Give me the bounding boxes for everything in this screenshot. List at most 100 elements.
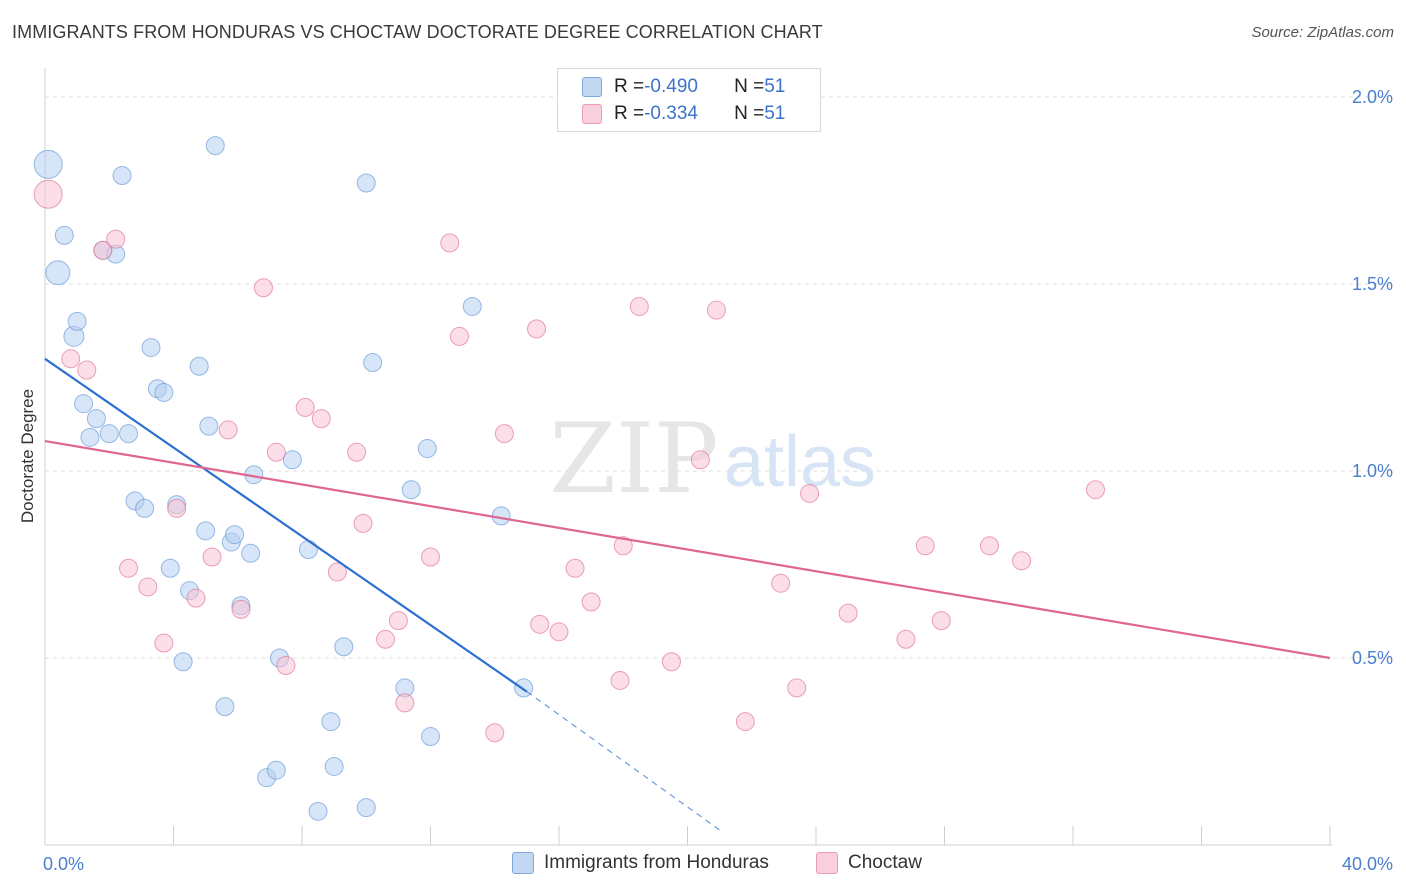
choctaw-point (931, 611, 951, 631)
choctaw-point (527, 319, 547, 339)
choctaw-point (231, 599, 251, 619)
choctaw-point (347, 442, 367, 462)
honduras-point (356, 798, 376, 818)
choctaw-point (838, 603, 858, 623)
choctaw-point (915, 536, 935, 556)
series-label-honduras: Immigrants from Honduras (544, 852, 769, 873)
y-tick-label: 2.0% (1352, 87, 1393, 107)
choctaw-point (613, 536, 633, 556)
choctaw-point (253, 278, 273, 298)
honduras-point (33, 149, 63, 179)
legend-r-label: R = (614, 103, 645, 124)
honduras-point (99, 424, 119, 444)
legend-n-label: N = (734, 103, 765, 124)
legend-n-value: 51 (764, 76, 786, 97)
choctaw-point (800, 483, 820, 503)
honduras-point (363, 353, 383, 373)
correlation-legend: R = -0.490 N = 51 R = -0.334 N = 51 (557, 68, 821, 132)
y-tick-label: 1.0% (1352, 461, 1393, 481)
legend-swatch-choctaw (582, 104, 602, 124)
choctaw-point (494, 424, 514, 444)
trend-lines (44, 357, 1331, 831)
choctaw-point (311, 409, 331, 429)
choctaw-point (581, 592, 601, 612)
legend-n-label: N = (734, 76, 765, 97)
honduras-point (80, 427, 100, 447)
choctaw-point (61, 349, 81, 369)
honduras-point (196, 521, 216, 541)
x-tick-label: 40.0% (1342, 854, 1393, 874)
choctaw-point (1012, 551, 1032, 571)
honduras-point (334, 637, 354, 657)
watermark-zip: ZIP (549, 403, 718, 515)
honduras-point (141, 338, 161, 358)
chart-title: IMMIGRANTS FROM HONDURAS VS CHOCTAW DOCT… (12, 22, 823, 42)
choctaw-point (549, 622, 569, 642)
watermark-atlas: atlas (724, 422, 876, 502)
choctaw-point (388, 611, 408, 631)
choctaw-point (1085, 480, 1105, 500)
choctaw-point (167, 498, 187, 518)
watermark: ZIP atlas (549, 403, 876, 515)
honduras-point (189, 356, 209, 376)
legend-r-value: -0.334 (644, 103, 698, 124)
choctaw-point (787, 678, 807, 698)
choctaw-point (186, 588, 206, 608)
choctaw-point (327, 562, 347, 582)
honduras-point (74, 394, 94, 414)
honduras-point (119, 424, 139, 444)
series-legend-honduras: Immigrants from Honduras (512, 852, 769, 874)
choctaw-point (353, 513, 373, 533)
choctaw-point (119, 558, 139, 578)
series-label-choctaw: Choctaw (848, 852, 922, 873)
choctaw-point (421, 547, 440, 567)
honduras-point (356, 173, 376, 193)
legend-n-value: 51 (764, 103, 786, 124)
choctaw-point (33, 179, 63, 209)
choctaw-point (202, 547, 222, 567)
choctaw-point (661, 652, 681, 672)
honduras-trend-line (44, 357, 528, 693)
honduras-point (199, 416, 219, 436)
choctaw-point (485, 723, 505, 743)
honduras-point (160, 558, 180, 578)
honduras-point (241, 543, 261, 563)
honduras-point (401, 480, 421, 500)
source-credit: Source: ZipAtlas.com (1251, 24, 1394, 41)
honduras-point (173, 652, 193, 672)
honduras-point (215, 697, 235, 717)
series-legend: Immigrants from Honduras Choctaw (0, 852, 1406, 878)
data-points (33, 136, 1105, 821)
y-tick-label: 1.5% (1352, 274, 1393, 294)
honduras-point (45, 260, 71, 286)
honduras-point (135, 498, 155, 518)
choctaw-point (106, 229, 126, 249)
choctaw-point (530, 614, 550, 634)
honduras-point (112, 166, 132, 186)
choctaw-point (565, 558, 585, 578)
choctaw-point (295, 397, 315, 417)
choctaw-point (218, 420, 238, 440)
choctaw-point (276, 655, 296, 675)
honduras-point (67, 311, 87, 331)
honduras-point (282, 450, 302, 470)
choctaw-point (449, 326, 469, 346)
legend-row-honduras: R = -0.490 N = 51 (582, 75, 786, 99)
choctaw-point (154, 633, 174, 653)
choctaw-point (735, 712, 755, 732)
honduras-point (417, 439, 437, 459)
choctaw-point (610, 670, 630, 690)
tick-labels: 0.5% 1.0% 1.5% 2.0% 0.0% 40.0% (43, 87, 1393, 874)
choctaw-point (93, 240, 113, 260)
choctaw-point (706, 300, 726, 320)
honduras-point (421, 727, 440, 747)
choctaw-point (395, 693, 415, 713)
legend-row-choctaw: R = -0.334 N = 51 (582, 102, 786, 126)
honduras-point (54, 225, 74, 245)
honduras-point (321, 712, 341, 732)
honduras-point (308, 801, 328, 821)
x-tick-label: 0.0% (43, 854, 84, 874)
choctaw-trend-line (44, 439, 1331, 660)
honduras-trend-extension (526, 691, 720, 831)
